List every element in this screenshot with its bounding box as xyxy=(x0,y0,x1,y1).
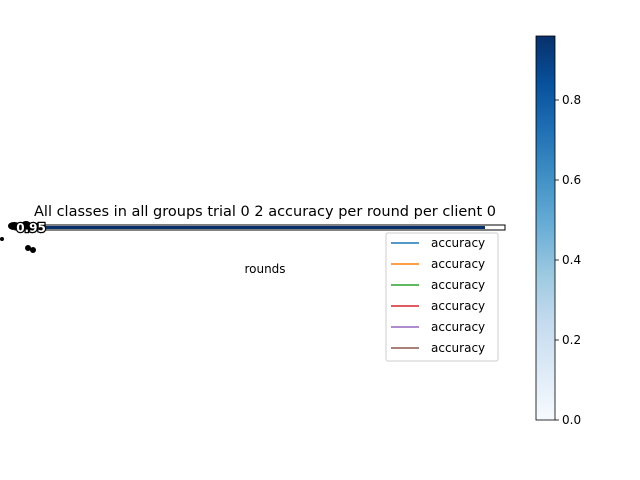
legend-label: accuracy xyxy=(431,236,485,250)
legend-item: accuracy xyxy=(391,320,485,334)
legend-item: accuracy xyxy=(391,236,485,250)
colorbar-tick-label: 0.2 xyxy=(562,333,581,347)
x-axis-label: rounds xyxy=(244,262,285,276)
legend-label: accuracy xyxy=(431,299,485,313)
legend-label: accuracy xyxy=(431,341,485,355)
heatmap-cell-empty xyxy=(485,226,504,229)
colorbar-gradient xyxy=(536,36,555,420)
cell-annotation: 0.95 xyxy=(16,221,46,235)
legend: accuracy accuracy accuracy accuracy accuracy… xyxy=(385,232,499,362)
heatmap-cell xyxy=(15,226,485,229)
colorbar: 0.0 0.2 0.4 0.6 0.8 xyxy=(535,35,581,427)
legend-item: accuracy xyxy=(391,278,485,292)
legend-label: accuracy xyxy=(431,278,485,292)
colorbar-tick-label: 0.4 xyxy=(562,253,581,267)
colorbar-tick-label: 0.6 xyxy=(562,173,581,187)
colorbar-tick-label: 0.8 xyxy=(562,93,581,107)
overlapping-tick-labels xyxy=(0,221,45,253)
legend-item: accuracy xyxy=(391,257,485,271)
chart-title: All classes in all groups trial 0 2 accu… xyxy=(34,204,496,220)
legend-box xyxy=(385,232,499,362)
legend-item: accuracy xyxy=(391,341,485,355)
colorbar-outline xyxy=(535,35,556,421)
legend-item: accuracy xyxy=(391,299,485,313)
legend-label: accuracy xyxy=(431,320,485,334)
colorbar-tick-label: 0.0 xyxy=(562,413,581,427)
legend-label: accuracy xyxy=(431,257,485,271)
